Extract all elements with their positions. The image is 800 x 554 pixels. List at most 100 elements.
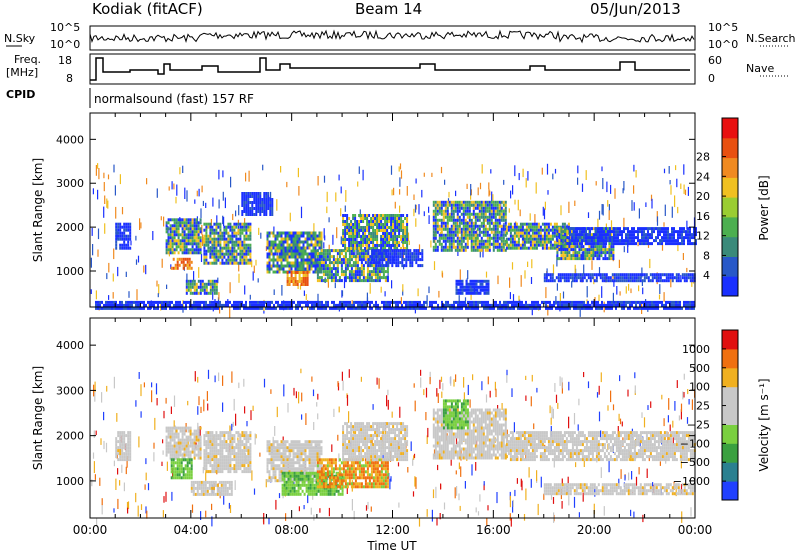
range-cell	[535, 246, 538, 250]
range-cell	[446, 206, 449, 210]
range-cell	[125, 237, 128, 241]
speckle-mark	[531, 259, 533, 269]
range-cell	[386, 232, 389, 235]
range-cell	[479, 285, 482, 289]
range-cell	[263, 207, 266, 210]
range-cell	[531, 231, 534, 235]
range-cell	[486, 245, 489, 249]
range-cell	[472, 209, 475, 213]
speckle-mark	[303, 290, 305, 296]
range-cell	[567, 306, 569, 310]
range-cell	[193, 248, 196, 252]
range-cell	[276, 255, 279, 259]
range-cell	[504, 200, 507, 204]
range-cell	[649, 273, 652, 277]
range-cell	[407, 255, 410, 259]
range-cell	[191, 251, 194, 255]
speckle-mark	[161, 258, 163, 268]
range-cell	[354, 220, 357, 223]
range-cell	[673, 233, 675, 237]
range-cell	[95, 306, 97, 310]
range-cell	[400, 238, 403, 241]
range-cell	[502, 224, 505, 228]
range-cell	[535, 231, 538, 235]
range-cell	[551, 306, 553, 310]
speckle-mark	[143, 265, 145, 273]
range-cell	[336, 264, 339, 268]
range-cell	[477, 291, 480, 295]
range-cell	[450, 203, 453, 207]
range-cell	[215, 246, 218, 250]
range-cell	[294, 249, 297, 253]
range-cell	[379, 264, 382, 268]
range-cell	[549, 273, 552, 277]
range-cell	[601, 239, 603, 243]
range-cell	[115, 243, 118, 247]
speckle-mark	[400, 170, 403, 179]
range-cell	[265, 192, 268, 195]
speckle-mark	[482, 248, 484, 258]
range-cell	[247, 249, 250, 253]
range-cell	[247, 192, 250, 195]
range-cell	[354, 229, 357, 232]
range-cell	[460, 230, 463, 234]
y-tick-label: 2000	[56, 221, 84, 234]
range-cell	[308, 264, 311, 268]
range-cell	[352, 255, 355, 259]
speckle-mark	[415, 218, 417, 227]
range-cell	[494, 212, 497, 216]
range-cell	[197, 230, 200, 234]
range-cell	[185, 242, 188, 246]
range-cell	[199, 236, 202, 240]
range-cell	[585, 230, 587, 234]
range-cell	[245, 210, 248, 213]
range-cell	[179, 218, 182, 222]
range-cell	[475, 285, 478, 289]
range-cell	[521, 222, 524, 226]
range-cell	[384, 223, 387, 226]
range-cell	[615, 227, 617, 231]
range-cell	[115, 225, 118, 229]
range-cell	[207, 282, 210, 286]
range-cell	[444, 221, 447, 225]
range-cell	[391, 264, 394, 268]
range-cell	[350, 252, 353, 256]
range-cell	[259, 192, 262, 195]
range-cell	[356, 270, 359, 274]
range-cell	[135, 303, 137, 307]
range-cell	[125, 300, 127, 304]
range-cell	[436, 227, 439, 231]
range-cell	[399, 300, 401, 304]
speckle-mark	[399, 163, 402, 170]
speckle-mark	[683, 164, 685, 175]
range-cell	[375, 303, 377, 307]
range-cell	[245, 195, 248, 198]
range-cell	[560, 254, 563, 258]
range-cell	[364, 214, 367, 217]
range-cell	[449, 306, 451, 310]
range-cell	[215, 279, 218, 283]
range-cell	[615, 242, 617, 246]
range-cell	[167, 236, 170, 240]
range-cell	[452, 245, 455, 249]
range-cell	[450, 245, 453, 249]
range-cell	[679, 236, 681, 240]
range-cell	[613, 273, 616, 277]
range-cell	[268, 261, 271, 265]
range-cell	[647, 227, 649, 231]
range-cell	[482, 233, 485, 237]
range-cell	[176, 263, 179, 267]
range-cell	[545, 228, 548, 232]
range-cell	[296, 249, 299, 253]
range-cell	[187, 221, 190, 225]
range-cell	[344, 270, 347, 274]
range-cell	[502, 239, 505, 243]
range-cell	[336, 258, 339, 262]
speckle-mark	[305, 294, 307, 300]
range-cell	[265, 207, 268, 210]
range-cell	[567, 231, 570, 235]
range-cell	[581, 306, 583, 310]
range-cell	[604, 257, 607, 261]
range-cell	[454, 248, 457, 252]
range-cell	[165, 251, 168, 255]
